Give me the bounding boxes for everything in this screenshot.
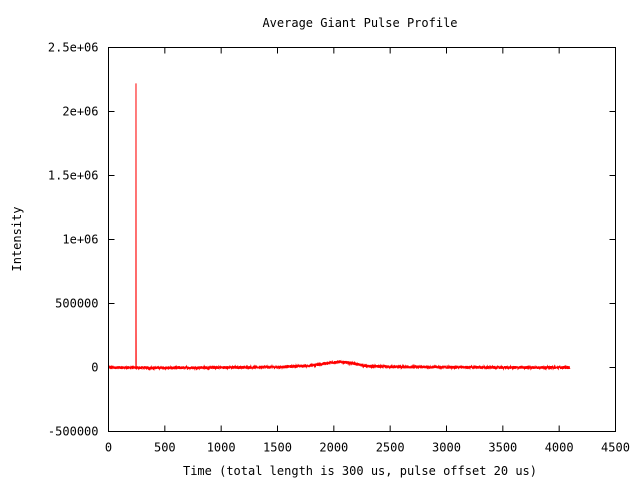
x-tick-label: 4000 [545, 441, 574, 455]
x-tick-label: 3000 [432, 441, 461, 455]
x-tick-label: 1000 [207, 441, 236, 455]
x-axis-label: Time (total length is 300 us, pulse offs… [183, 464, 537, 478]
axis-ticks: 0 500 1000 1500 2000 2500 3000 3500 4000 4500 -500… [48, 41, 630, 455]
y-tick-label: -500000 [48, 425, 99, 439]
x-tick-label: 1500 [263, 441, 292, 455]
y-tick-label: 1e+06 [62, 233, 98, 247]
y-axis-label: Intensity [10, 206, 24, 271]
x-tick-label: 3500 [488, 441, 517, 455]
y-tick-label: 2e+06 [62, 105, 98, 119]
y-tick-label: 0 [91, 361, 98, 375]
x-tick-label: 0 [105, 441, 112, 455]
y-tick-label: 1.5e+06 [48, 169, 99, 183]
y-tick-label: 500000 [55, 297, 98, 311]
x-tick-label: 4500 [601, 441, 630, 455]
x-tick-label: 500 [154, 441, 176, 455]
chart-title: Average Giant Pulse Profile [262, 16, 457, 30]
series-line-profile [108, 83, 571, 372]
y-tick-label: 2.5e+06 [48, 41, 99, 55]
x-tick-label: 2000 [319, 441, 348, 455]
x-tick-label: 2500 [376, 441, 405, 455]
plot-frame [108, 47, 616, 432]
data-series [108, 83, 571, 372]
